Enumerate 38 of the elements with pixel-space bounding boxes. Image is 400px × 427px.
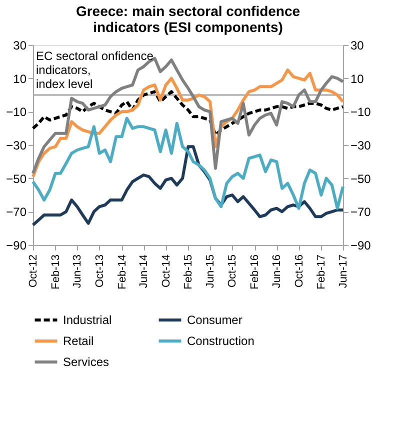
x-tick-label: Oct-12 [28, 254, 40, 288]
annotation: EC sectoral onfidence indicators, index level [36, 49, 154, 91]
x-tick-label: Jun-14 [138, 254, 150, 288]
x-tick-label: Feb-16 [249, 254, 262, 290]
x-tick-label: Jun-17 [338, 254, 350, 288]
chart-title: Greece: main sectoral confidence indicators (ESI components) [76, 3, 300, 35]
x-tick-label: Feb-17 [316, 254, 328, 290]
x-tick-label: Feb-13 [50, 254, 62, 290]
line-series [32, 116, 344, 210]
line-series [32, 90, 344, 136]
y-tick-label: −10 [6, 105, 27, 120]
y2-tick-label: 30 [350, 38, 364, 52]
x-tick-label: Feb-15 [182, 254, 195, 290]
y2-tick-label: −30 [350, 138, 372, 152]
legend-label: Retail [63, 334, 94, 348]
y-tick-label: −70 [6, 205, 27, 220]
y2-tick-label: −10 [350, 105, 372, 120]
x-tick-label: Oct-16 [293, 254, 306, 288]
legend-label: Services [63, 355, 110, 369]
y-tick-label: 30 [13, 38, 27, 52]
x-tick-label: Jun-13 [72, 254, 84, 288]
legend-label: Consumer [187, 313, 242, 327]
y-tick-label: −50 [6, 172, 27, 186]
legend-label: Construction [187, 334, 254, 348]
y2-tick-label: −50 [350, 172, 372, 186]
y-tick-label: 10 [13, 72, 27, 86]
x-tick-label: Jun-16 [271, 254, 284, 288]
y2-tick-label: −70 [350, 205, 372, 220]
x-tick-label: Oct-14 [160, 254, 172, 288]
y-tick-label: −90 [6, 238, 27, 252]
x-tick-label: Feb-14 [116, 254, 128, 290]
x-tick-label: Oct-15 [226, 254, 239, 288]
legend-label: Industrial [63, 313, 112, 327]
x-tick-label: Jun-15 [204, 254, 217, 288]
y-tick-label: −30 [6, 138, 27, 152]
x-tick-label: Oct-13 [94, 254, 106, 288]
y2-tick-label: −90 [350, 238, 372, 252]
y2-tick-label: 10 [350, 72, 364, 86]
